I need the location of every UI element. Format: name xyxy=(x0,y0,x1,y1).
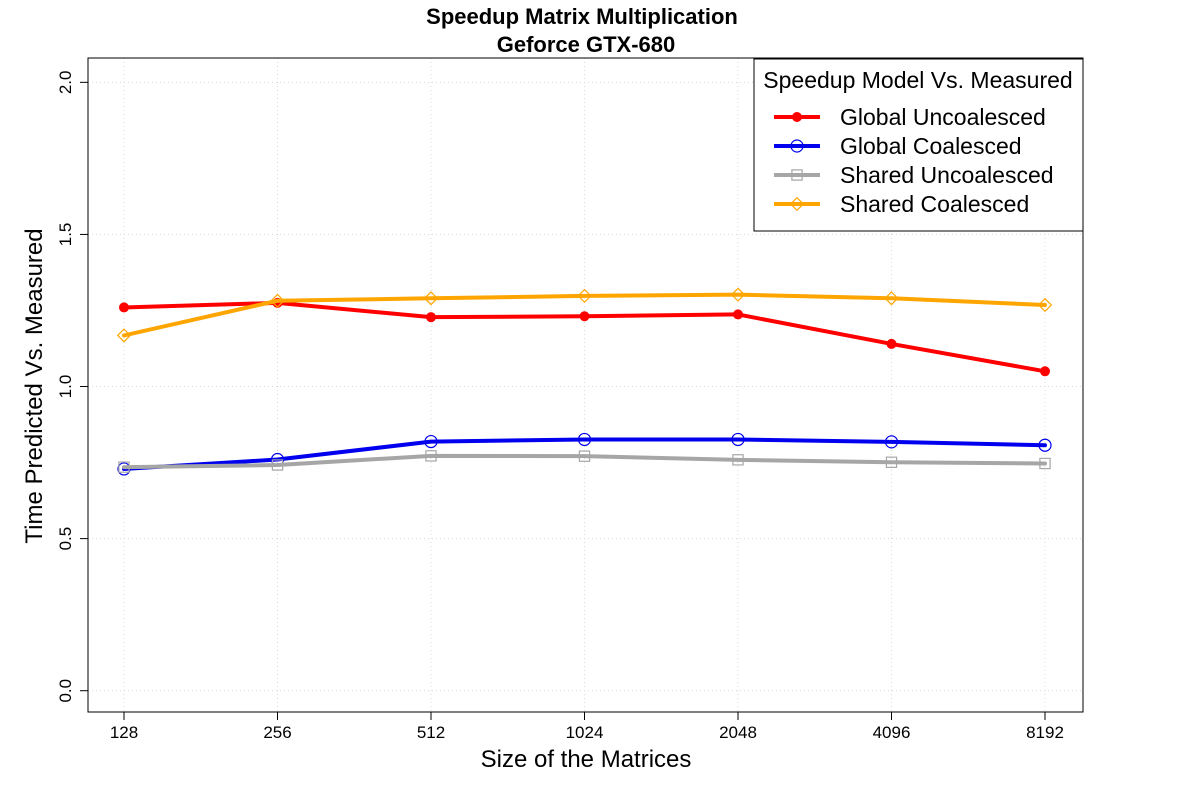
data-point-global-uncoalesced xyxy=(733,309,743,320)
x-tick-label: 8192 xyxy=(1026,723,1064,742)
x-tick-label: 128 xyxy=(110,723,138,742)
y-tick-label: 2.0 xyxy=(56,71,75,95)
data-point-global-uncoalesced xyxy=(1040,366,1050,377)
legend: Speedup Model Vs. Measured Global Uncoal… xyxy=(753,58,1084,232)
x-axis-label: Size of the Matrices xyxy=(481,746,692,773)
data-point-global-uncoalesced xyxy=(119,302,129,313)
legend-label: Shared Coalesced xyxy=(840,191,1029,217)
y-tick-label: 0.0 xyxy=(56,679,75,703)
legend-item-shared-coalesced: Shared Coalesced xyxy=(774,191,1029,217)
y-tick-label: 1.5 xyxy=(56,223,75,247)
data-point-shared-uncoalesced xyxy=(885,456,898,468)
y-tick-label: 1.0 xyxy=(56,375,75,399)
legend-swatch-marker xyxy=(789,196,805,212)
data-point-shared-coalesced xyxy=(577,288,592,304)
data-point-shared-coalesced xyxy=(884,291,899,306)
data-point-global-uncoalesced xyxy=(426,312,436,323)
legend-label: Shared Uncoalesced xyxy=(840,162,1054,188)
legend-item-global-uncoalesced: Global Uncoalesced xyxy=(774,104,1046,130)
data-point-global-uncoalesced xyxy=(886,338,897,349)
data-point-shared-coalesced xyxy=(270,293,285,308)
data-point-global-coalesced xyxy=(577,432,592,447)
legend-item-shared-uncoalesced: Shared Uncoalesced xyxy=(774,162,1054,188)
data-point-global-uncoalesced xyxy=(579,311,590,322)
legend-swatch-marker xyxy=(792,112,802,122)
chart-title: Speedup Matrix Multiplication xyxy=(426,4,738,29)
series-shared-coalesced xyxy=(116,287,1053,343)
data-point-shared-coalesced xyxy=(116,328,132,343)
plot-frame xyxy=(87,57,1084,713)
y-axis: 0.0 0.5 1.0 1.5 2.0 xyxy=(56,71,88,703)
legend-item-global-coalesced: Global Coalesced xyxy=(774,133,1022,159)
data-point-shared-coalesced xyxy=(730,287,746,302)
data-point-global-coalesced xyxy=(884,435,899,449)
x-tick-label: 512 xyxy=(417,723,445,742)
data-point-shared-uncoalesced xyxy=(1039,457,1051,470)
data-point-shared-uncoalesced xyxy=(271,459,284,471)
data-point-shared-uncoalesced xyxy=(425,450,437,462)
data-point-shared-uncoalesced xyxy=(732,454,744,466)
x-tick-label: 4096 xyxy=(873,723,911,742)
chart-subtitle: Geforce GTX-680 xyxy=(497,32,676,57)
series-line-shared-uncoalesced xyxy=(122,453,1047,470)
data-point-shared-uncoalesced xyxy=(578,450,591,462)
x-tick-label: 2048 xyxy=(719,723,757,742)
legend-swatch-marker xyxy=(790,139,804,153)
x-axis: 128 256 512 1024 2048 4096 8192 xyxy=(110,712,1064,742)
y-tick-label: 0.5 xyxy=(56,527,75,551)
x-tick-label: 256 xyxy=(263,723,291,742)
legend-label: Global Coalesced xyxy=(840,133,1022,159)
series-shared-uncoalesced xyxy=(118,450,1051,473)
data-point-shared-uncoalesced xyxy=(118,461,130,473)
data-point-shared-coalesced xyxy=(423,291,439,306)
series-layer xyxy=(116,287,1053,476)
legend-label: Global Uncoalesced xyxy=(840,104,1046,130)
data-point-global-coalesced xyxy=(424,434,438,449)
series-line-shared-coalesced xyxy=(122,292,1047,338)
legend-title: Speedup Model Vs. Measured xyxy=(763,67,1072,93)
data-point-global-coalesced xyxy=(1038,438,1052,452)
data-point-global-coalesced xyxy=(731,432,745,447)
y-axis-label: Time Predicted Vs. Measured xyxy=(21,228,48,543)
series-global-uncoalesced xyxy=(119,297,1050,377)
x-tick-label: 1024 xyxy=(566,723,604,742)
data-point-shared-coalesced xyxy=(1037,297,1053,313)
legend-swatch-marker xyxy=(791,169,803,181)
